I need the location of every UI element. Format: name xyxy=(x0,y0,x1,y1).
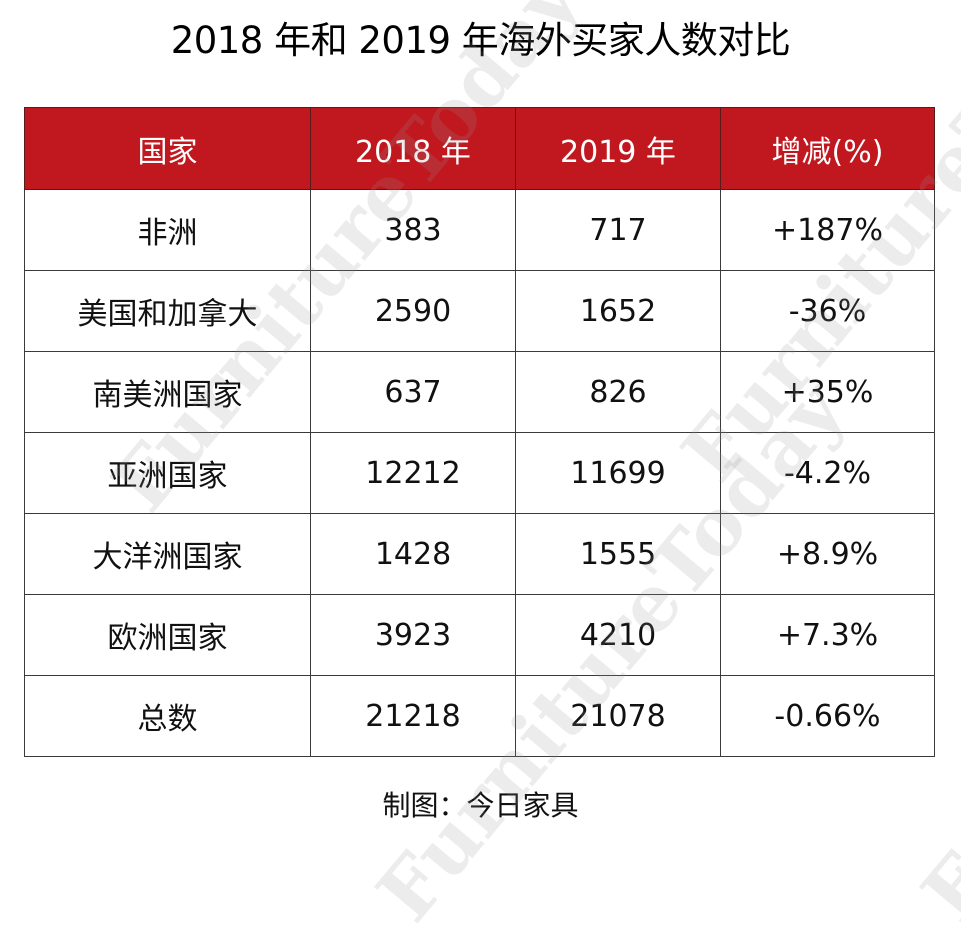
header-change: 增减(%) xyxy=(720,107,935,190)
cell-region: 南美洲国家 xyxy=(24,351,311,433)
source-caption: 制图：今日家具 xyxy=(382,789,579,822)
page-title: 2018 年和 2019 年海外买家人数对比 xyxy=(170,19,791,62)
table-header-row: 国家 2018 年 2019 年 增减(%) xyxy=(24,107,935,190)
header-2018: 2018 年 xyxy=(310,107,516,190)
table-row: 非洲 383 717 +187% xyxy=(24,189,935,271)
table-row-total: 总数 21218 21078 -0.66% xyxy=(24,675,935,757)
cell-change: -0.66% xyxy=(720,675,935,757)
cell-2018: 1428 xyxy=(310,513,516,595)
buyers-comparison-table: 国家 2018 年 2019 年 增减(%) 非洲 383 717 +187% … xyxy=(24,107,935,757)
cell-region: 美国和加拿大 xyxy=(24,270,311,352)
cell-2019: 4210 xyxy=(515,594,721,676)
table-row: 大洋洲国家 1428 1555 +8.9% xyxy=(24,513,935,595)
cell-region: 总数 xyxy=(24,675,311,757)
table-row: 亚洲国家 12212 11699 -4.2% xyxy=(24,432,935,514)
cell-2018: 12212 xyxy=(310,432,516,514)
cell-region: 亚洲国家 xyxy=(24,432,311,514)
cell-change: +8.9% xyxy=(720,513,935,595)
cell-region: 大洋洲国家 xyxy=(24,513,311,595)
cell-2018: 3923 xyxy=(310,594,516,676)
cell-2018: 21218 xyxy=(310,675,516,757)
cell-change: -4.2% xyxy=(720,432,935,514)
cell-2019: 1555 xyxy=(515,513,721,595)
cell-2018: 2590 xyxy=(310,270,516,352)
table-row: 美国和加拿大 2590 1652 -36% xyxy=(24,270,935,352)
cell-region: 欧洲国家 xyxy=(24,594,311,676)
cell-2019: 11699 xyxy=(515,432,721,514)
cell-2019: 21078 xyxy=(515,675,721,757)
table-row: 欧洲国家 3923 4210 +7.3% xyxy=(24,594,935,676)
cell-2019: 1652 xyxy=(515,270,721,352)
header-2019: 2019 年 xyxy=(515,107,721,190)
cell-2019: 717 xyxy=(515,189,721,271)
cell-2018: 637 xyxy=(310,351,516,433)
cell-change: +35% xyxy=(720,351,935,433)
cell-2018: 383 xyxy=(310,189,516,271)
cell-change: +187% xyxy=(720,189,935,271)
cell-change: +7.3% xyxy=(720,594,935,676)
table-row: 南美洲国家 637 826 +35% xyxy=(24,351,935,433)
cell-change: -36% xyxy=(720,270,935,352)
header-region: 国家 xyxy=(24,107,311,190)
cell-region: 非洲 xyxy=(24,189,311,271)
cell-2019: 826 xyxy=(515,351,721,433)
